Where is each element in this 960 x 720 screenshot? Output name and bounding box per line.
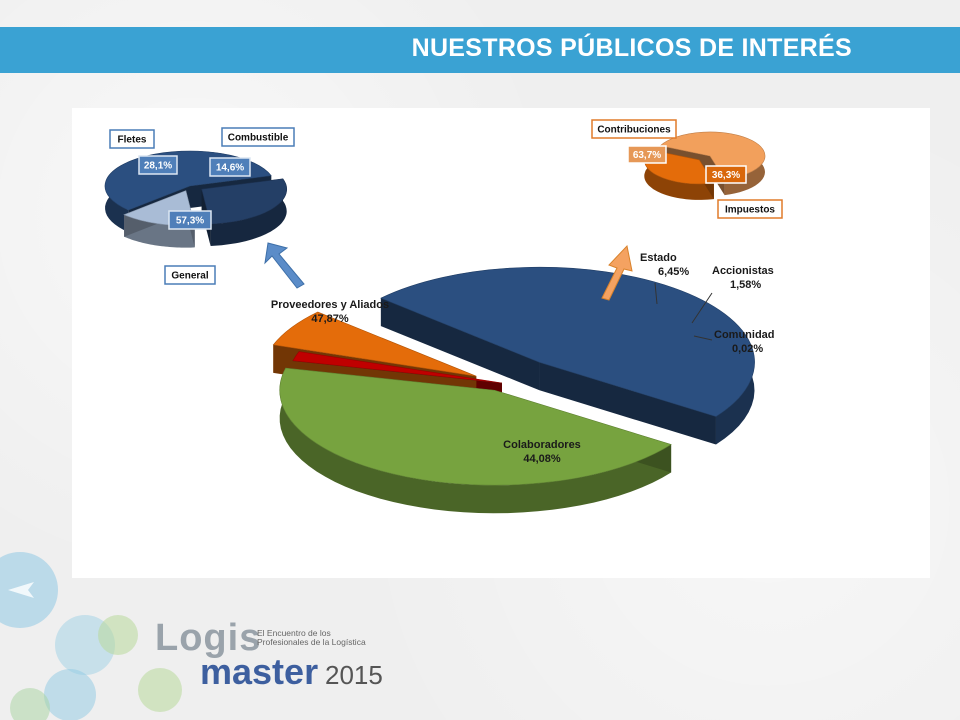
slice-accionistas [292, 351, 503, 384]
slice-side-fletes [210, 178, 287, 246]
bubble-arrow-icon [138, 668, 182, 712]
leader-accionistas [691, 292, 713, 324]
label-proveedores-y-aliados: Proveedores y Aliados [271, 299, 389, 311]
logo-tagline: El Encuentro de los Profesionales de la … [257, 628, 366, 647]
label-general-box [164, 265, 216, 285]
label-contribuciones-box [591, 119, 677, 139]
value-impuestos: 36,3% [712, 170, 740, 181]
label-combustible: Combustible [228, 133, 289, 144]
leader-comunidad [693, 335, 713, 341]
label-contribuciones: Contribuciones [597, 125, 671, 136]
chart-svg: Proveedores y Aliados 47,87% Colaboradores… [104, 119, 783, 514]
chart-area: Proveedores y Aliados 47,87% Colaboradores… [72, 108, 930, 578]
label-impuestos-box [717, 199, 783, 219]
slice-side-colaboradores [279, 368, 672, 514]
label-comunidad: Comunidad [714, 329, 775, 341]
label-fletes-box [109, 129, 155, 149]
value-fletes: 28,1% [144, 161, 172, 172]
slice-estado [272, 311, 477, 377]
slice-fletes [201, 178, 287, 225]
value-impuestos-box [705, 165, 747, 184]
logismaster-logo: Logis El Encuentro de los Profesionales … [155, 617, 395, 692]
label-impuestos: Impuestos [725, 205, 775, 216]
label-colaboradores: Colaboradores [503, 439, 581, 451]
value-fletes-box [138, 155, 178, 175]
slice-face-proveedores-y-aliados [380, 298, 540, 391]
label-accionistas: Accionistas [712, 265, 774, 277]
page-title: NUESTROS PÚBLICOS DE INTERÉS [411, 34, 852, 62]
slice-colaboradores [279, 367, 672, 486]
decorative-bubbles [0, 552, 182, 720]
slice-face-proveedores-y-aliados [539, 362, 716, 445]
value-contribuciones-box [627, 145, 667, 164]
logo-logis-word: Logis [155, 617, 262, 659]
logo-year: 2015 [325, 660, 383, 690]
value-combustible: 14,6% [216, 163, 244, 174]
value-colaboradores: 44,08% [523, 453, 561, 465]
bubble-plane-icon [0, 552, 58, 628]
value-proveedores-y-aliados: 47,87% [311, 313, 349, 325]
label-combustible-box [221, 127, 295, 147]
header-bar: NUESTROS PÚBLICOS DE INTERÉS [0, 27, 960, 73]
bubble-tool-icon [98, 615, 138, 655]
bubble-hand-icon [10, 688, 50, 720]
slice-side-impuestos [644, 149, 714, 200]
value-estado: 6,45% [658, 266, 689, 278]
label-general: General [171, 271, 208, 282]
value-contribuciones: 63,7% [633, 150, 661, 161]
value-combustible-box [209, 157, 251, 177]
leader-estado [654, 282, 658, 305]
arrow-to-proveedores-breakdown [264, 242, 305, 289]
label-fletes: Fletes [118, 135, 147, 146]
slice-proveedores-y-aliados [380, 266, 755, 417]
value-general-box [168, 210, 212, 230]
value-comunidad: 0,02% [732, 343, 763, 355]
label-estado: Estado [640, 252, 677, 264]
arrow-to-estado-breakdown [601, 244, 633, 301]
bubble-box-icon [44, 669, 96, 720]
value-accionistas: 1,58% [730, 279, 761, 291]
value-general: 57,3% [176, 216, 204, 227]
logo-master-word: master [200, 651, 319, 692]
